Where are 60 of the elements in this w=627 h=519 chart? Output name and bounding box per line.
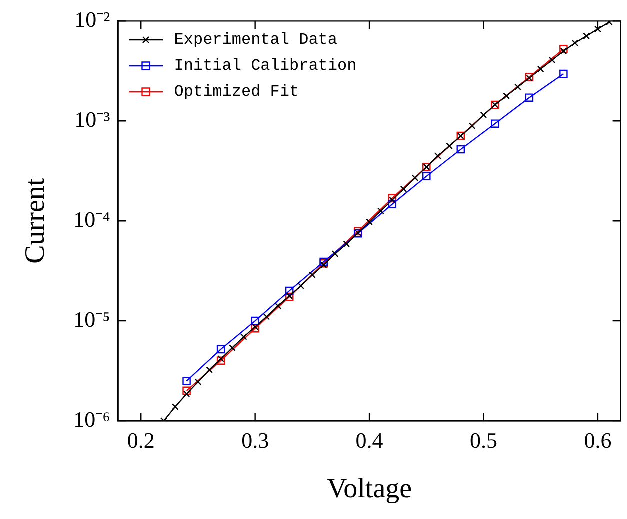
point: [480, 112, 488, 119]
point: [560, 70, 568, 78]
point: [229, 344, 236, 352]
point: [434, 152, 442, 160]
point: [412, 174, 419, 182]
point: [285, 286, 294, 296]
point: [309, 272, 316, 279]
point: [263, 313, 270, 320]
point: [298, 282, 304, 290]
y-tick-label: 10⁻⁵: [74, 306, 110, 332]
point: [218, 356, 224, 362]
point: [583, 32, 590, 40]
point: [514, 84, 522, 91]
y-tick-label: 10⁻³: [74, 106, 111, 132]
legend-label: Initial Calibration: [174, 56, 357, 78]
point: [216, 356, 226, 365]
legend-label: Experimental Data: [174, 30, 338, 52]
y-tick-label: 10⁻⁴: [74, 206, 111, 232]
point: [548, 56, 556, 64]
y-axis-title: Current: [20, 178, 52, 264]
x-tick-label: 0.6: [584, 428, 612, 453]
point: [388, 200, 397, 209]
point: [560, 48, 568, 55]
point: [594, 26, 602, 33]
point: [456, 145, 466, 154]
x-tick-label: 0.4: [356, 428, 384, 453]
point: [274, 302, 282, 310]
point: [172, 404, 179, 410]
point: [320, 262, 328, 269]
point: [332, 250, 339, 258]
point: [194, 378, 202, 386]
point: [537, 66, 544, 73]
point: [240, 334, 248, 340]
x-axis-title: Voltage: [327, 474, 412, 505]
point: [378, 208, 384, 214]
legend-label: Optimized Fit: [174, 82, 300, 104]
point: [446, 142, 453, 150]
point: [503, 92, 510, 100]
point: [182, 386, 191, 396]
point: [182, 377, 191, 386]
point: [491, 120, 500, 128]
point: [366, 218, 373, 226]
point: [183, 390, 190, 398]
y-tick-label: 10⁻⁶: [74, 406, 110, 432]
point: [560, 45, 568, 54]
point: [343, 240, 350, 248]
y-tick-label: 10⁻²: [74, 6, 111, 32]
x-tick-label: 0.5: [470, 428, 498, 453]
point: [251, 316, 260, 326]
point: [388, 194, 397, 202]
point: [216, 345, 226, 354]
point: [388, 196, 396, 204]
x-tick-label: 0.2: [127, 428, 155, 453]
point: [400, 186, 408, 193]
point: [468, 122, 476, 130]
point: [572, 40, 579, 47]
point: [525, 94, 534, 102]
point: [422, 172, 431, 181]
x-tick-label: 0.3: [242, 428, 270, 453]
point: [206, 366, 214, 374]
